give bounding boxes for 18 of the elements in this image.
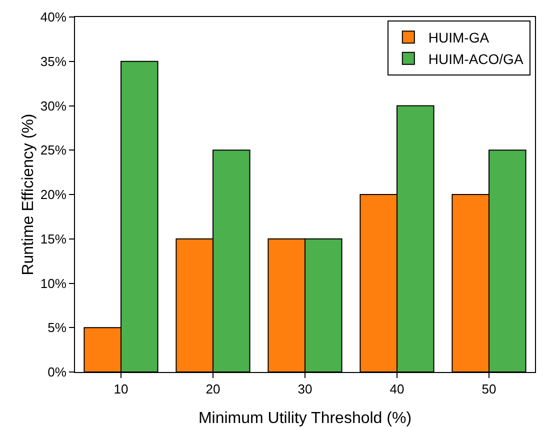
y-tick-label: 20% [40,187,67,202]
x-tick-label: 20 [206,382,220,397]
legend-label: HUIM-ACO/GA [428,50,524,67]
legend-label: HUIM-GA [428,30,490,46]
x-tick-label: 30 [298,382,312,397]
x-tick-label: 50 [482,382,496,397]
y-tick-label: 30% [40,98,67,114]
y-axis-title: Runtime Efficiency (%) [20,114,37,276]
x-tick-label: 40 [390,382,404,397]
y-tick-label: 40% [40,10,67,25]
y-tick-label: 15% [40,231,67,246]
y-tick-label: 0% [48,364,67,380]
y-tick-label: 10% [40,276,67,291]
x-axis-title: Minimum Utility Threshold (%) [198,410,412,427]
y-tick-label: 5% [48,320,67,336]
x-tick-label: 10 [114,382,128,397]
y-tick-label: 25% [40,142,67,158]
y-tick-label: 35% [40,54,67,69]
